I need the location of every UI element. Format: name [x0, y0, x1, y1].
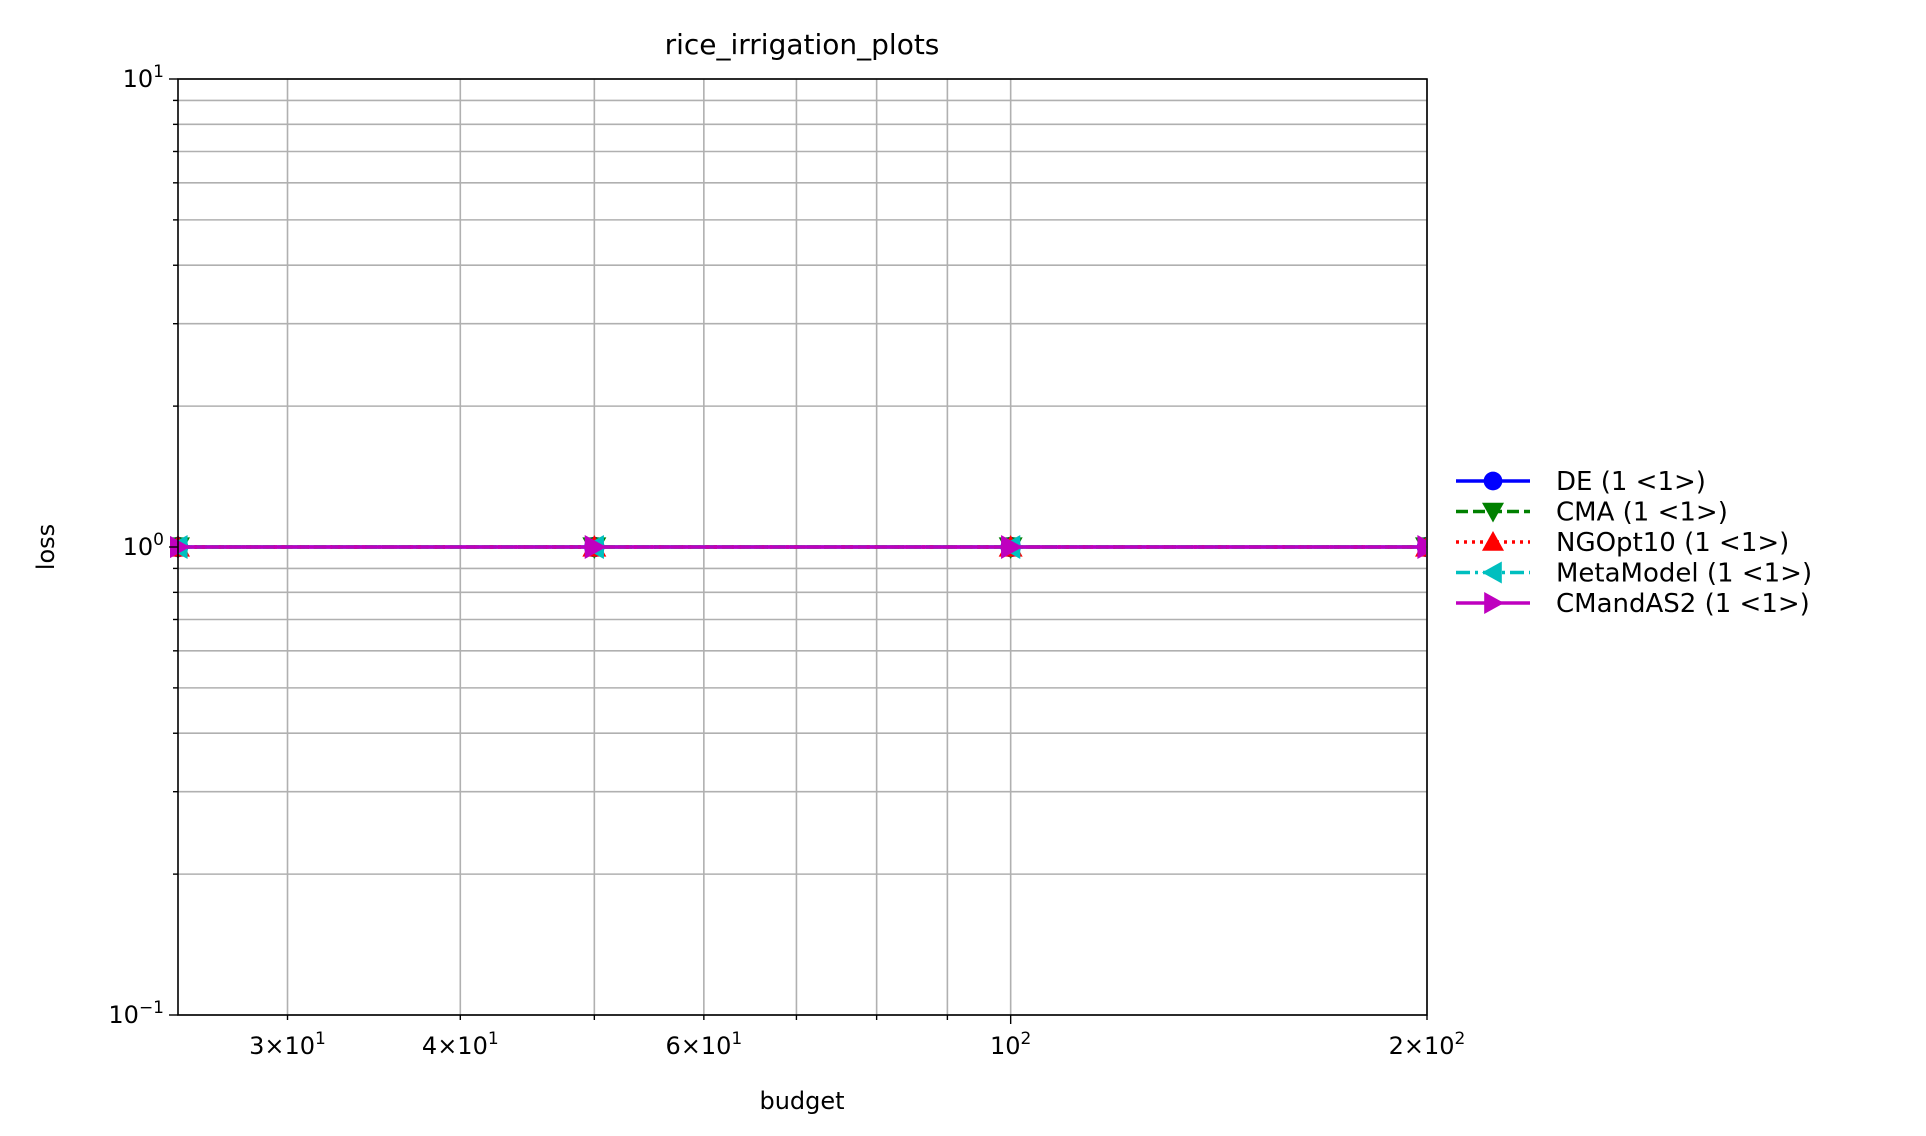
x-tick-label: 2×102	[1389, 1029, 1466, 1060]
legend-item: CMandAS2 (1 <1>)	[1456, 589, 1810, 619]
legend-label: CMA (1 <1>)	[1556, 498, 1728, 528]
data-point	[1483, 471, 1503, 491]
legend-label: DE (1 <1>)	[1556, 467, 1706, 497]
y-tick-label: 101	[123, 62, 164, 93]
data-point	[1001, 535, 1023, 559]
legend-item: DE (1 <1>)	[1456, 467, 1706, 497]
data-point	[1417, 535, 1426, 559]
legend-item: CMA (1 <1>)	[1456, 498, 1728, 528]
series-layer	[170, 535, 1426, 559]
chart-title: rice_irrigation_plots	[665, 28, 940, 61]
legend: DE (1 <1>)CMA (1 <1>)NGOpt10 (1 <1>)Meta…	[1456, 467, 1812, 619]
data-point	[1484, 592, 1504, 614]
legend-item: NGOpt10 (1 <1>)	[1456, 528, 1789, 558]
y-axis-label: loss	[32, 524, 60, 570]
y-tick-label: 10−1	[108, 998, 164, 1029]
y-tick-label: 100	[123, 530, 164, 561]
x-tick-label: 4×101	[422, 1029, 499, 1060]
x-axis-label: budget	[759, 1087, 844, 1115]
x-tick-label: 6×101	[665, 1029, 742, 1060]
legend-item: MetaModel (1 <1>)	[1456, 559, 1812, 589]
data-point	[1482, 502, 1504, 523]
legend-label: NGOpt10 (1 <1>)	[1556, 528, 1789, 558]
axis-ticks: 3×101 4×101 6×101 102 2×102 101 100 10−1	[108, 62, 1465, 1060]
data-point	[170, 535, 190, 559]
data-point	[584, 535, 607, 559]
legend-label: CMandAS2 (1 <1>)	[1556, 589, 1810, 619]
x-tick-label: 3×101	[249, 1029, 326, 1060]
series-4	[170, 535, 1426, 559]
x-tick-label: 102	[990, 1029, 1031, 1060]
legend-label: MetaModel (1 <1>)	[1556, 559, 1812, 589]
data-point	[1482, 531, 1504, 551]
data-point	[1482, 561, 1502, 584]
